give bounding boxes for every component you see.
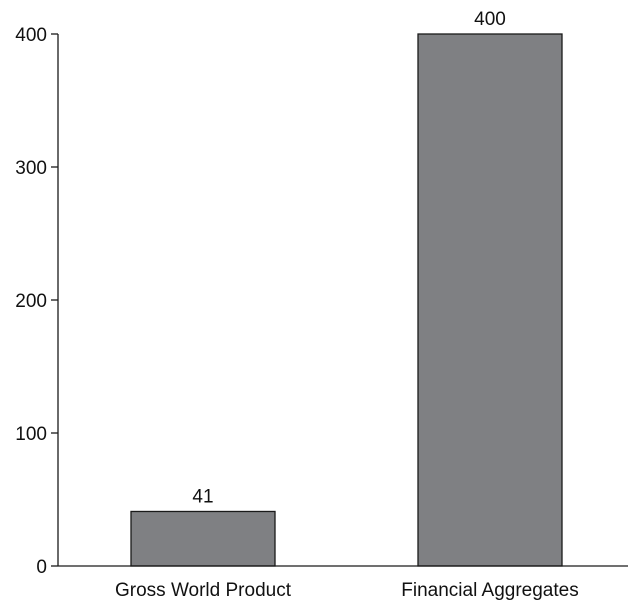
x-category-label: Gross World Product <box>115 580 292 601</box>
bar-financial-aggregates <box>417 33 563 567</box>
y-tick-label: 300 <box>15 158 47 179</box>
x-category-label: Financial Aggregates <box>401 580 578 601</box>
y-tick-label: 0 <box>36 557 47 578</box>
y-tick-label: 400 <box>15 25 47 46</box>
bars <box>130 33 563 567</box>
y-tick-label: 200 <box>15 291 47 312</box>
data-labels: 41 400 <box>192 9 505 507</box>
y-axis: 0 100 200 300 400 <box>15 25 59 578</box>
bar-value-label: 41 <box>192 486 213 507</box>
bar-gross-world-product <box>130 510 276 567</box>
x-axis: Gross World Product Financial Aggregates <box>58 565 628 601</box>
y-tick-label: 100 <box>15 424 47 445</box>
bar-value-label: 400 <box>474 9 506 30</box>
